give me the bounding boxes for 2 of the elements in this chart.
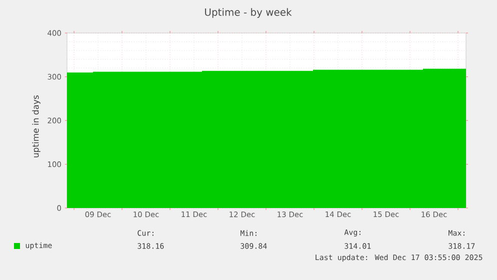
chart-title: Uptime - by week bbox=[205, 8, 292, 18]
y-axis-title: uptime in days bbox=[32, 95, 40, 158]
